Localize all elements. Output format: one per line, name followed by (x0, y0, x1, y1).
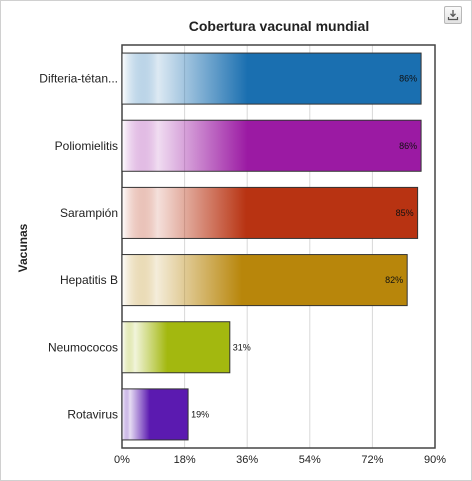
bar-value-label: 31% (233, 342, 251, 352)
bar[interactable] (121, 388, 189, 441)
x-axis-ticks: 0% 18% 36% 54% 72% 90% (114, 454, 446, 466)
category-label: Poliomielitis (55, 139, 118, 153)
x-tick-label: 0% (114, 454, 130, 466)
x-tick-label: 72% (361, 454, 383, 466)
grid (184, 45, 373, 448)
bar-value-label: 19% (191, 409, 209, 419)
bar[interactable] (121, 119, 422, 172)
x-tick-label: 54% (299, 454, 321, 466)
download-icon (447, 10, 459, 21)
category-label: Rotavirus (67, 407, 118, 421)
chart-title: Cobertura vacunal mundial (189, 18, 369, 34)
x-tick-label: 36% (236, 454, 258, 466)
bar[interactable] (121, 52, 422, 105)
bar[interactable] (121, 254, 408, 307)
category-label: Difteria-tétan... (39, 72, 118, 86)
bars: 86% 86% 85% 82% 31% 19% (121, 52, 422, 441)
bar-value-label: 86% (399, 141, 417, 151)
category-labels: Difteria-tétan... Poliomielitis Sarampión H… (39, 72, 118, 422)
category-label: Sarampión (60, 206, 118, 220)
export-button[interactable] (444, 6, 462, 24)
x-tick-label: 18% (174, 454, 196, 466)
bar[interactable] (121, 186, 419, 239)
bar-value-label: 82% (385, 275, 403, 285)
category-label: Hepatitis B (60, 273, 118, 287)
bar-value-label: 86% (399, 74, 417, 84)
x-tick-label: 90% (424, 454, 446, 466)
bar[interactable] (121, 321, 231, 374)
category-label: Neumococos (48, 340, 118, 354)
plot-area-border (121, 44, 436, 449)
y-axis-title: Vacunas (16, 223, 30, 272)
bar-value-label: 85% (396, 208, 414, 218)
